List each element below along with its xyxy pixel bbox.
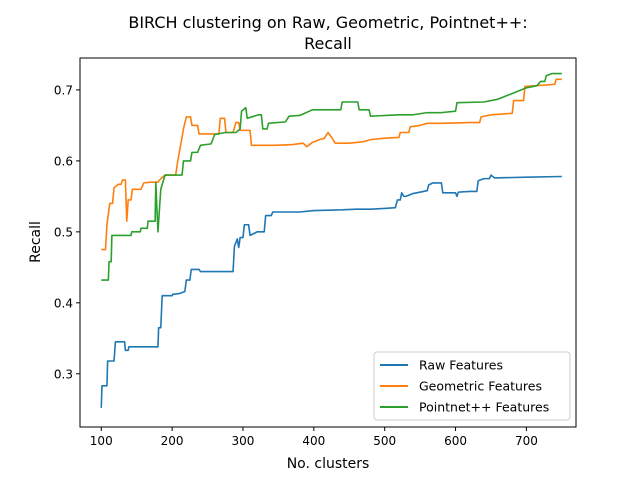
legend-label-3: Pointnet++ Features: [419, 400, 549, 415]
x-tick-label: 500: [373, 434, 396, 448]
plot-area-frame: [79, 57, 577, 428]
x-axis-ticks: 100 200 300 400 500 600 700: [90, 427, 538, 448]
x-axis-label: No. clusters: [287, 456, 370, 472]
series-line-2: [101, 78, 562, 251]
y-axis-ticks: 0.3 0.4 0.5 0.6 0.7: [54, 83, 80, 381]
legend-box: [373, 351, 571, 421]
series-line-1: [100, 174, 562, 408]
legend-label-1: Raw Features: [419, 358, 503, 373]
x-tick-label: 700: [515, 434, 538, 448]
y-tick-label: 0.5: [54, 225, 73, 239]
legend-label-2: Geometric Features: [419, 379, 542, 394]
x-tick-label: 100: [90, 434, 113, 448]
x-tick-label: 200: [161, 434, 184, 448]
series-line-3: [101, 72, 562, 281]
chart-title-line-2: Recall: [304, 34, 352, 53]
chart-title-line-1: BIRCH clustering on Raw, Geometric, Poin…: [128, 13, 527, 32]
x-tick-label: 300: [232, 434, 255, 448]
y-tick-label: 0.3: [54, 367, 73, 381]
x-tick-label: 600: [444, 434, 467, 448]
y-tick-label: 0.6: [54, 154, 73, 168]
y-tick-label: 0.4: [54, 296, 73, 310]
legend-entries: Raw Features Geometric Features Pointnet++…: [380, 358, 549, 415]
y-axis-label: Recall: [28, 221, 44, 263]
legend: Raw Features Geometric Features Pointnet++…: [373, 351, 571, 421]
x-tick-label: 400: [302, 434, 325, 448]
y-tick-label: 0.7: [54, 83, 73, 97]
series-layer: [100, 72, 562, 408]
